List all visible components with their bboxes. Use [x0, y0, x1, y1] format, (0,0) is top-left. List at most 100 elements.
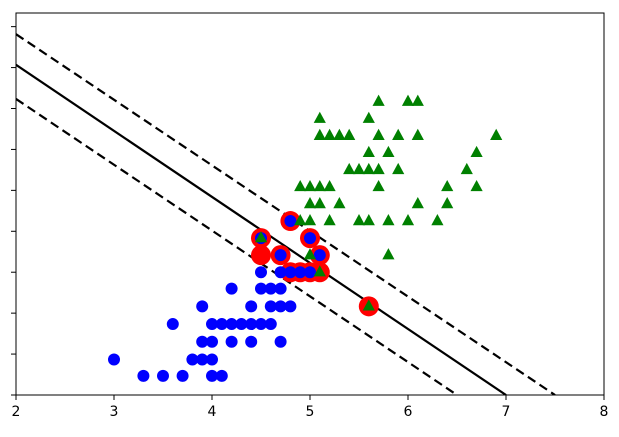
green-triangle-point	[313, 197, 326, 209]
blue-circle-point	[264, 282, 277, 295]
green-triangle-point	[343, 128, 356, 140]
green-triangle-point	[303, 179, 317, 192]
blue-circle-point	[137, 369, 150, 382]
green-triangle-point	[470, 179, 483, 192]
green-triangle-point	[352, 162, 366, 175]
x-tick-label: 2	[12, 404, 21, 420]
blue-circle-point	[196, 353, 209, 366]
blue-circle-point	[264, 300, 277, 313]
blue-circle-point	[245, 318, 258, 331]
green-triangle-point	[303, 197, 317, 209]
green-triangle-point	[294, 214, 307, 226]
green-triangle-point	[441, 197, 454, 209]
blue-circle-point	[206, 369, 218, 382]
blue-circle-point	[304, 266, 316, 279]
green-triangle-point	[294, 179, 307, 192]
blue-circle-point	[304, 232, 316, 245]
blue-circle-point	[225, 335, 238, 348]
green-triangle-point	[401, 94, 415, 106]
x-tick-label: 4	[208, 404, 217, 420]
green-triangle-point	[313, 179, 326, 192]
green-triangle-point	[401, 214, 415, 226]
green-triangle-point	[323, 179, 336, 192]
blue-circle-point	[294, 266, 307, 279]
blue-circle-point	[235, 318, 248, 331]
green-triangle-point	[362, 111, 375, 123]
blue-circle-point	[255, 282, 267, 295]
y-axis	[11, 26, 16, 396]
blue-circle-point	[274, 335, 287, 348]
green-triangle-point	[343, 162, 356, 175]
green-triangle-point	[313, 265, 326, 277]
green-triangle-point	[323, 214, 336, 226]
blue-circle-point	[255, 318, 267, 331]
blue-circle-point	[255, 266, 267, 279]
green-triangle-point	[254, 231, 268, 243]
green-triangle-point	[411, 128, 424, 140]
x-tick-label: 6	[404, 404, 413, 420]
blue-circle-point	[245, 300, 258, 313]
blue-circle-point	[206, 318, 218, 331]
blue-circle-point	[196, 300, 209, 313]
blue-circle-point	[186, 353, 199, 366]
green-triangle-point	[411, 197, 424, 209]
blue-circle-point	[157, 369, 169, 382]
green-triangle-point	[333, 128, 346, 140]
green-triangle-point	[460, 162, 473, 175]
green-triangle-point	[372, 162, 385, 175]
blue-circle-point	[166, 318, 179, 331]
green-triangle-point	[313, 128, 326, 140]
blue-circle-point	[215, 369, 228, 382]
green-triangle-point	[411, 94, 424, 106]
green-triangle-point	[470, 145, 483, 158]
blue-circle-point	[264, 318, 277, 331]
blue-circle-point	[176, 369, 189, 382]
blue-circle-point	[206, 353, 218, 366]
x-tick-label: 3	[110, 404, 119, 420]
margin-lower-line	[16, 98, 458, 395]
blue-circle-point	[274, 300, 287, 313]
green-triangle-point	[303, 248, 317, 260]
blue-circle-point	[196, 335, 209, 348]
blue-circle-point	[284, 300, 297, 313]
data-points	[108, 94, 503, 382]
blue-circle-point	[284, 266, 297, 279]
green-triangle-point	[352, 214, 366, 226]
green-triangle-point	[441, 179, 454, 192]
green-triangle-point	[372, 94, 385, 106]
green-triangle-point	[382, 145, 395, 158]
green-triangle-point	[372, 179, 385, 192]
green-triangle-point	[362, 145, 375, 158]
blue-circle-point	[274, 249, 287, 262]
green-triangle-point	[323, 128, 336, 140]
green-triangle-point	[303, 214, 317, 226]
blue-circle-point	[215, 318, 228, 331]
green-triangle-point	[372, 128, 385, 140]
green-triangle-point	[362, 299, 375, 311]
green-triangle-point	[382, 214, 395, 226]
green-triangle-point	[392, 128, 405, 140]
blue-circle-point	[313, 249, 326, 262]
green-triangle-point	[382, 248, 395, 260]
blue-circle-point	[274, 266, 287, 279]
green-triangle-point	[392, 162, 405, 175]
blue-circle-point	[225, 282, 238, 295]
x-axis: 2 3 4 5 6 7 8	[12, 395, 609, 420]
green-triangle-point	[333, 197, 346, 209]
blue-circle-point	[245, 335, 258, 348]
blue-circle-point	[284, 215, 297, 228]
blue-circle-point	[274, 282, 287, 295]
x-tick-label: 5	[306, 404, 315, 420]
blue-circle-point	[225, 318, 238, 331]
blue-circle-point	[108, 353, 120, 366]
green-triangle-point	[431, 214, 444, 226]
x-tick-label: 8	[600, 404, 609, 420]
green-triangle-point	[362, 162, 375, 175]
green-triangle-point	[362, 214, 375, 226]
support-vector-ring	[251, 245, 271, 266]
blue-circle-point	[206, 335, 218, 348]
green-triangle-point	[490, 128, 503, 140]
green-triangle-point	[313, 111, 326, 123]
x-tick-label: 7	[502, 404, 511, 420]
